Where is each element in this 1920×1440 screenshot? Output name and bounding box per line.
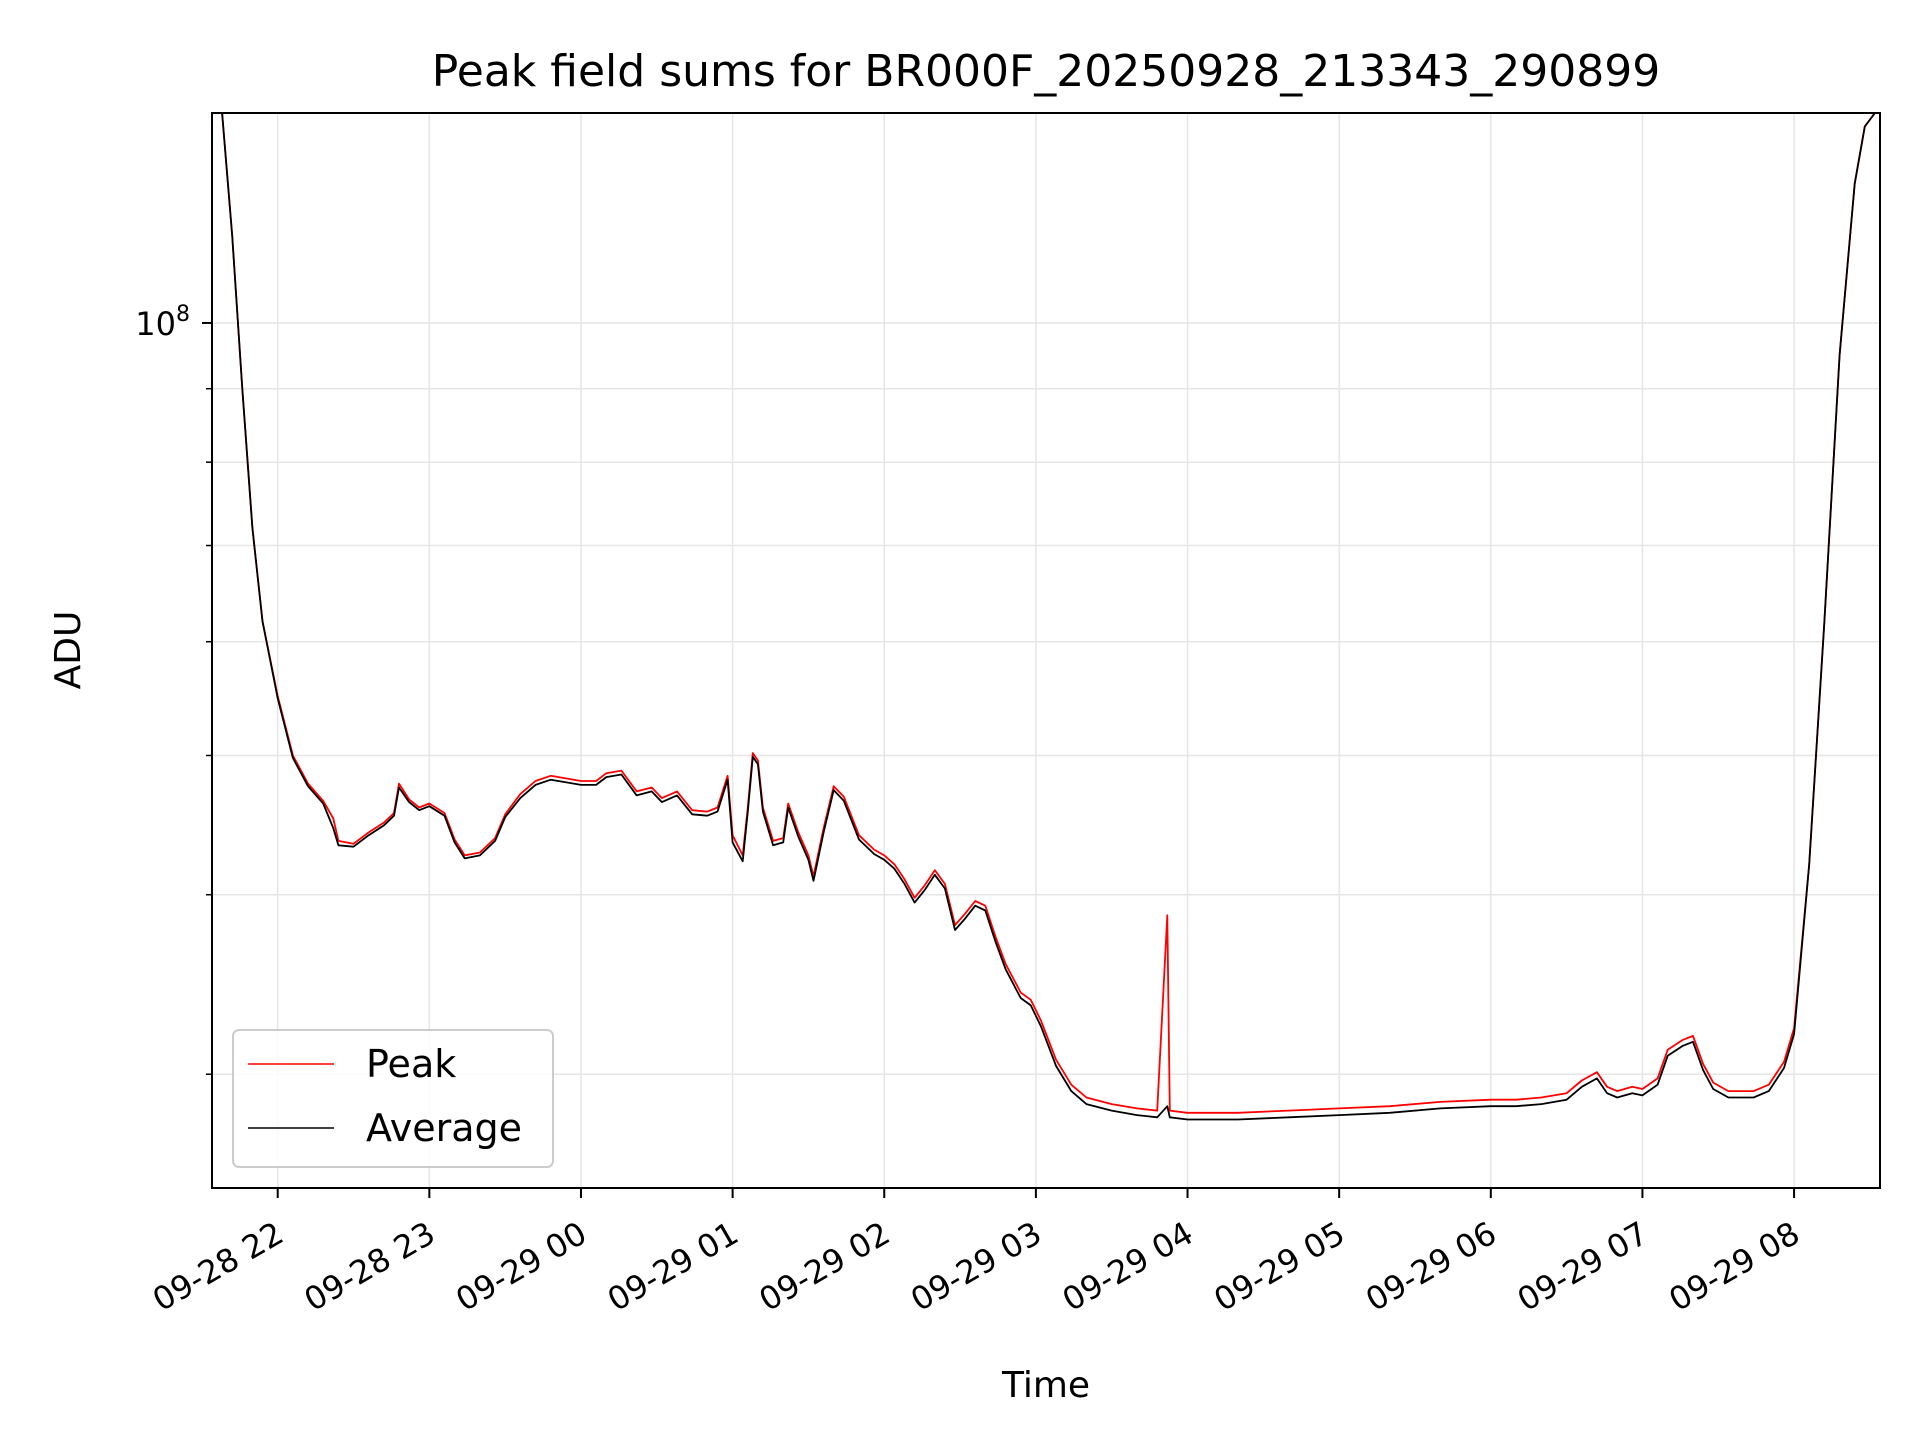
series-line-average [212, 112, 1880, 1121]
plot-frame [211, 112, 1881, 1189]
series-line-peak [212, 112, 1880, 1114]
x-axis-label: Time [1001, 1365, 1090, 1406]
grid [212, 113, 1880, 1188]
legend: Peak Average [232, 1029, 554, 1168]
y-tick-labels: 108 [135, 302, 190, 343]
y-axis-label: ADU [48, 611, 89, 690]
legend-label-peak: Peak [366, 1042, 456, 1086]
y-tick-label: 108 [135, 302, 190, 343]
ticks [202, 321, 1796, 1198]
series-layer [212, 112, 1880, 1121]
chart-title: Peak field sums for BR000F_20250928_2133… [432, 46, 1660, 97]
legend-label-average: Average [366, 1106, 522, 1150]
